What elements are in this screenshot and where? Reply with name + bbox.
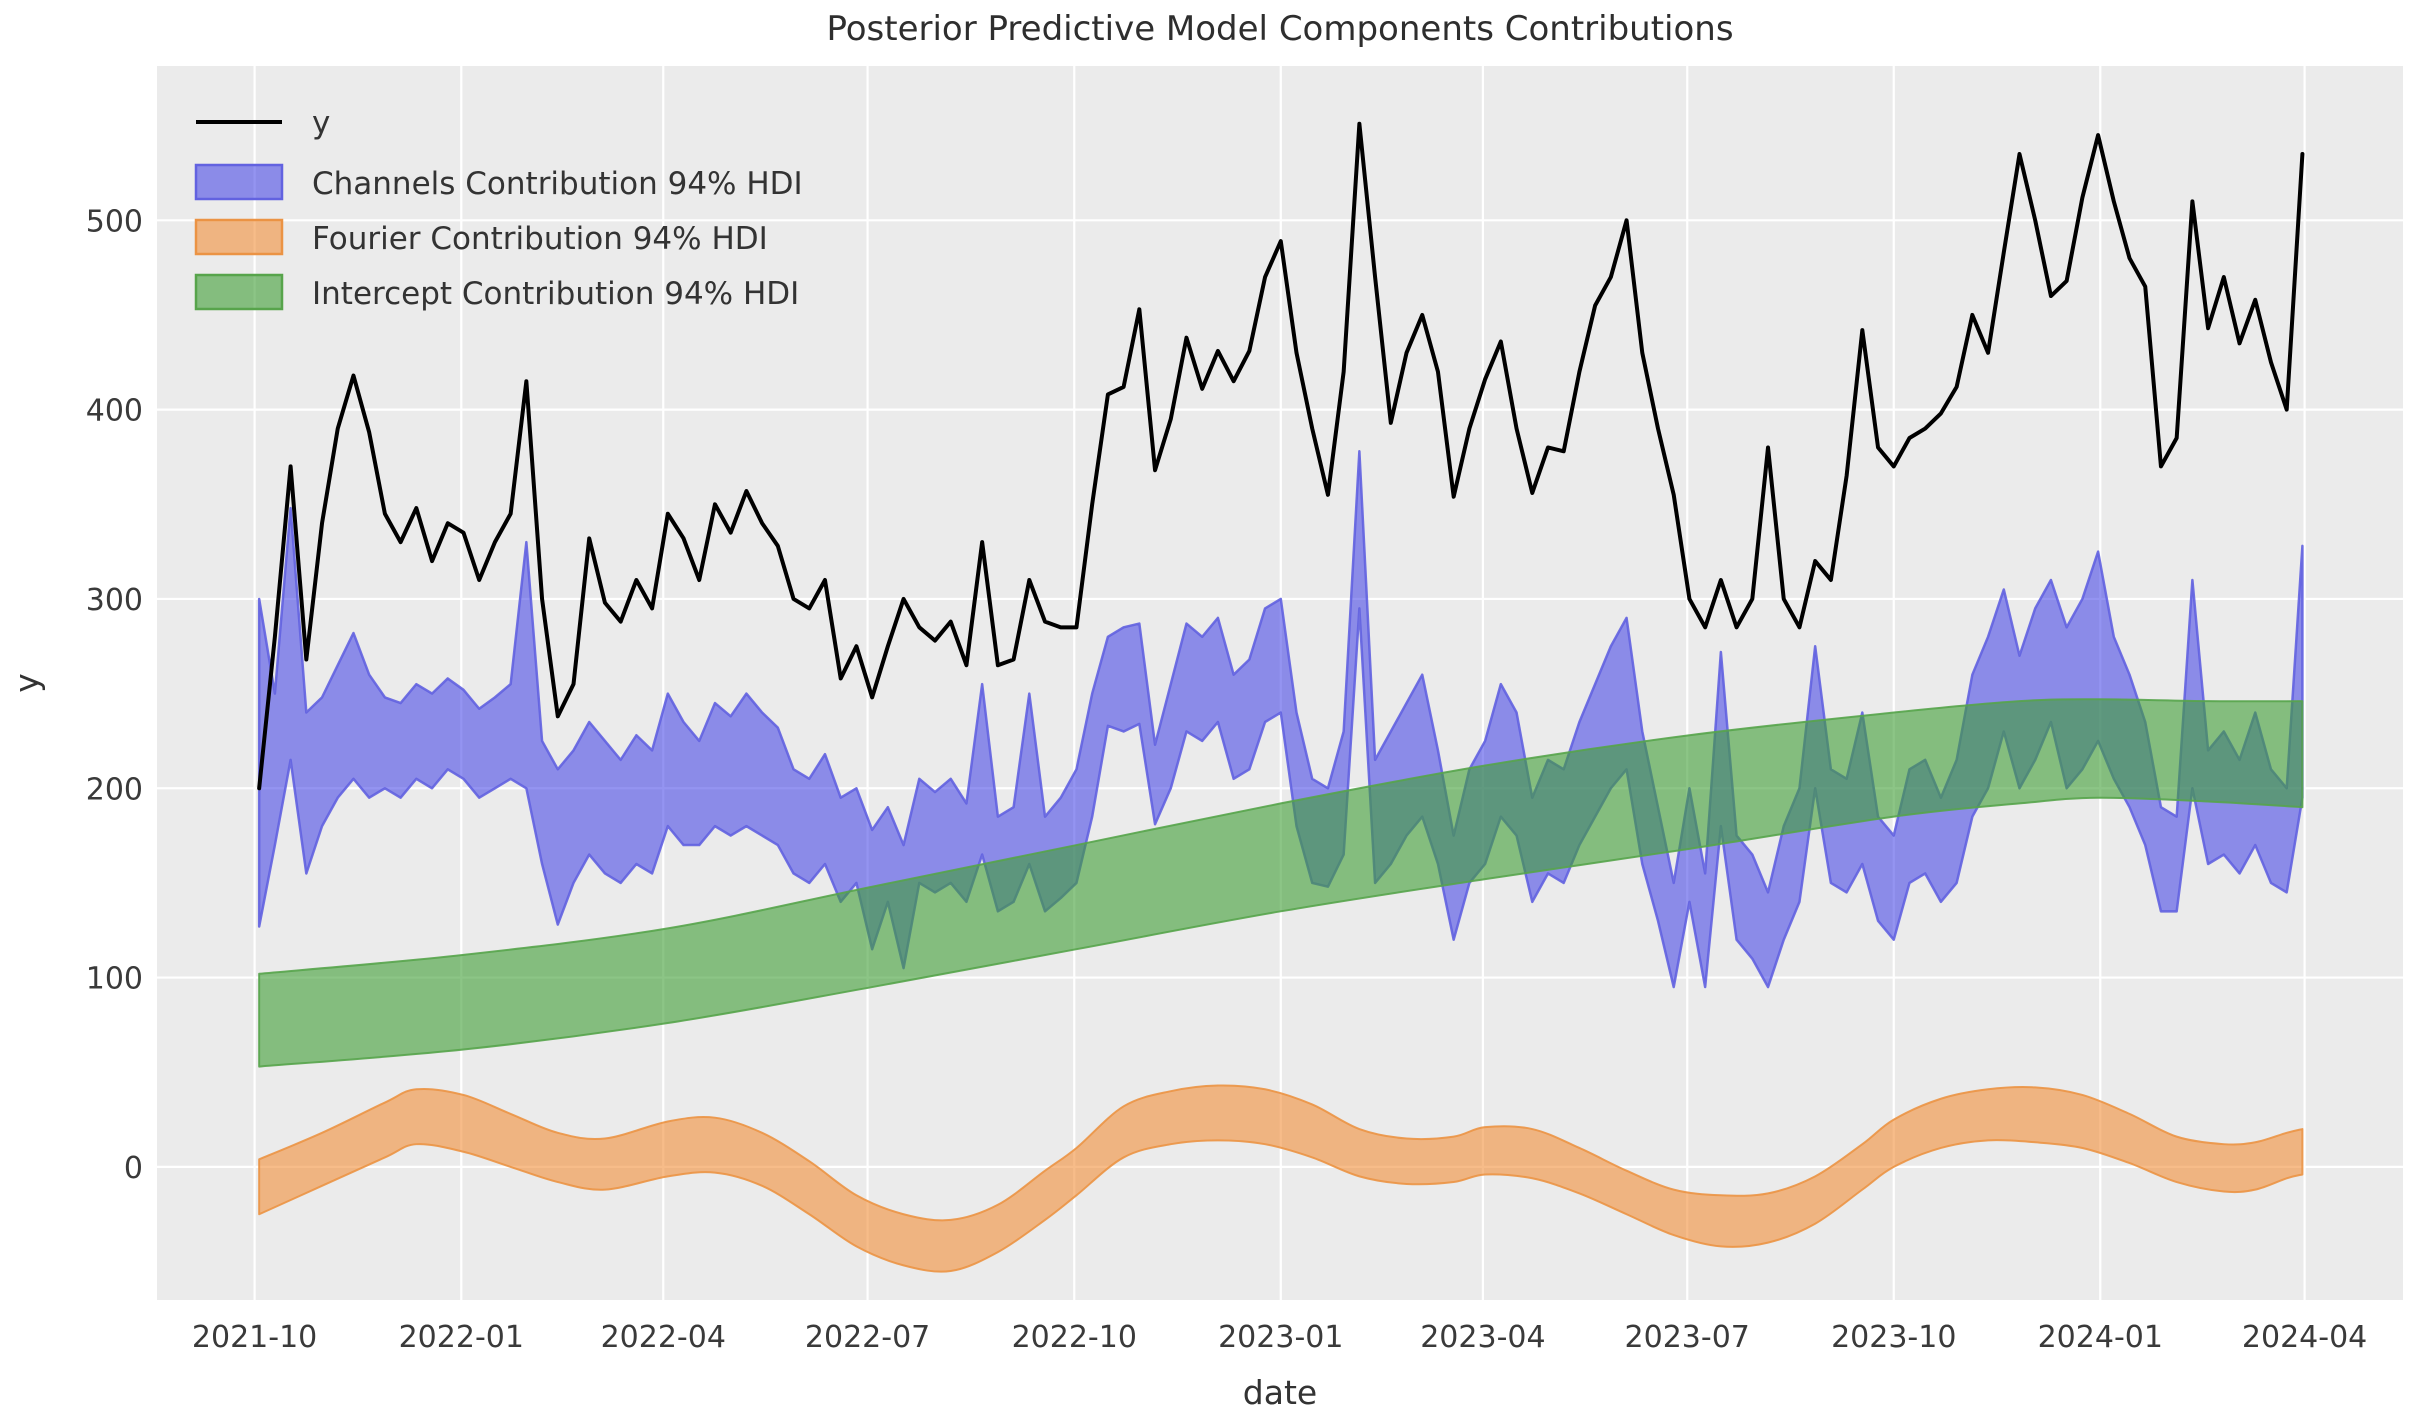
x-tick-label: 2022-04 <box>601 1320 726 1355</box>
y-tick-label: 0 <box>124 1151 143 1186</box>
x-tick-label: 2023-01 <box>1218 1320 1343 1355</box>
legend-label-y: y <box>312 105 330 141</box>
y-axis-label: y <box>7 673 46 693</box>
x-axis-label: date <box>1243 1373 1317 1412</box>
tick-labels: 0 100 200 300 400 500 2021-10 2022-01 2022-04 202… <box>86 204 2368 1355</box>
legend-label-channels: Channels Contribution 94% HDI <box>312 166 803 202</box>
legend-swatch-intercept-icon <box>194 273 284 311</box>
legend: y Channels Contribution 94% HDI Fourier … <box>194 105 803 312</box>
x-tick-label: 2021-10 <box>192 1320 317 1355</box>
x-tick-label: 2023-07 <box>1625 1320 1750 1355</box>
legend-label-intercept: Intercept Contribution 94% HDI <box>312 276 799 312</box>
y-tick-label: 300 <box>86 583 143 618</box>
legend-swatch-fourier-icon <box>194 218 284 256</box>
x-tick-label: 2023-10 <box>1831 1320 1956 1355</box>
y-line <box>257 121 2305 791</box>
x-tick-label: 2022-10 <box>1012 1320 1137 1355</box>
y-tick-label: 100 <box>86 962 143 997</box>
x-tick-label: 2022-01 <box>399 1320 524 1355</box>
x-tick-label: 2024-01 <box>2038 1320 2163 1355</box>
x-tick-label: 2022-07 <box>805 1320 930 1355</box>
chart-title: Posterior Predictive Model Components Co… <box>826 9 1733 49</box>
intercept-hdi-band <box>258 698 2304 1068</box>
y-tick-label: 200 <box>86 772 143 807</box>
y-tick-label: 400 <box>86 394 143 429</box>
fourier-hdi-band <box>258 1084 2304 1273</box>
x-tick-label: 2024-04 <box>2242 1320 2367 1355</box>
legend-label-fourier: Fourier Contribution 94% HDI <box>312 221 768 257</box>
y-tick-label: 500 <box>86 204 143 239</box>
series-layer <box>257 121 2305 1273</box>
legend-swatch-channels-icon <box>194 163 284 201</box>
x-tick-label: 2023-04 <box>1420 1320 1545 1355</box>
